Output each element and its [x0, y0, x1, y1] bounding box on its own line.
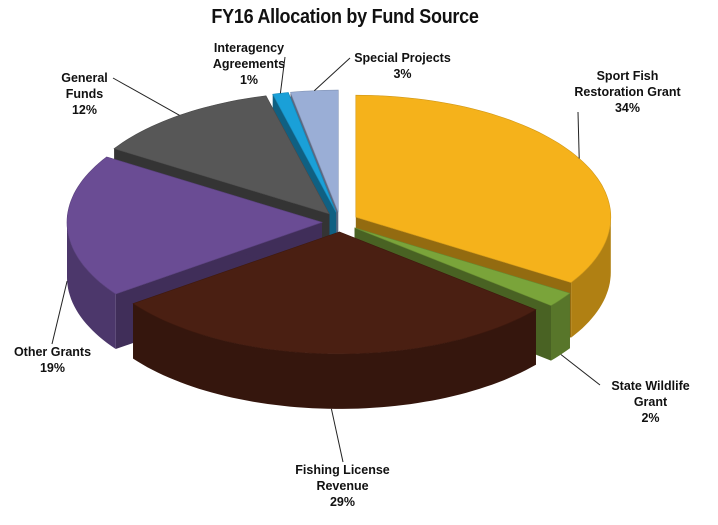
slice-side [571, 217, 611, 338]
value-label: 19% [39, 361, 66, 375]
value-label: 3% [393, 67, 412, 81]
category-label: Sport Fish Restoration Grant [574, 69, 681, 99]
leader-line [112, 77, 180, 116]
data-label: Sport Fish Restoration Grant 34% [565, 68, 690, 116]
category-label: Fishing License Revenue [295, 463, 390, 493]
data-label: Other Grants 19% [0, 344, 105, 376]
data-label: Special Projects 3% [340, 50, 465, 82]
leader-line [51, 280, 68, 345]
category-label: State Wildlife Grant [611, 379, 690, 409]
data-label: Interagency Agreements 1% [195, 40, 303, 88]
value-label: 2% [641, 411, 660, 425]
value-label: 34% [614, 101, 641, 115]
value-label: 1% [239, 73, 259, 87]
value-label: 12% [71, 103, 98, 117]
data-label: State Wildlife Grant 2% [598, 378, 703, 426]
slice-side [133, 303, 536, 409]
value-label: 29% [329, 495, 356, 509]
leader-line [330, 408, 344, 463]
chart-title: FY16 Allocation by Fund Source [211, 6, 479, 28]
category-label: Special Projects [354, 51, 451, 65]
leader-line [560, 354, 601, 386]
leader-line [279, 56, 286, 94]
slice-side [551, 293, 570, 361]
slice [132, 231, 537, 409]
slice [66, 156, 323, 295]
slice-side [67, 222, 116, 349]
slice [132, 231, 537, 355]
slice [354, 227, 571, 306]
category-label: Other Grants [13, 345, 92, 359]
data-label: General Funds 12% [42, 70, 127, 118]
category-label: General Funds [61, 71, 108, 101]
leader-line [577, 111, 580, 159]
data-label: Fishing License Revenue 29% [285, 462, 400, 510]
leader-line [313, 57, 351, 92]
category-label: Interagency Agreements [212, 41, 286, 71]
